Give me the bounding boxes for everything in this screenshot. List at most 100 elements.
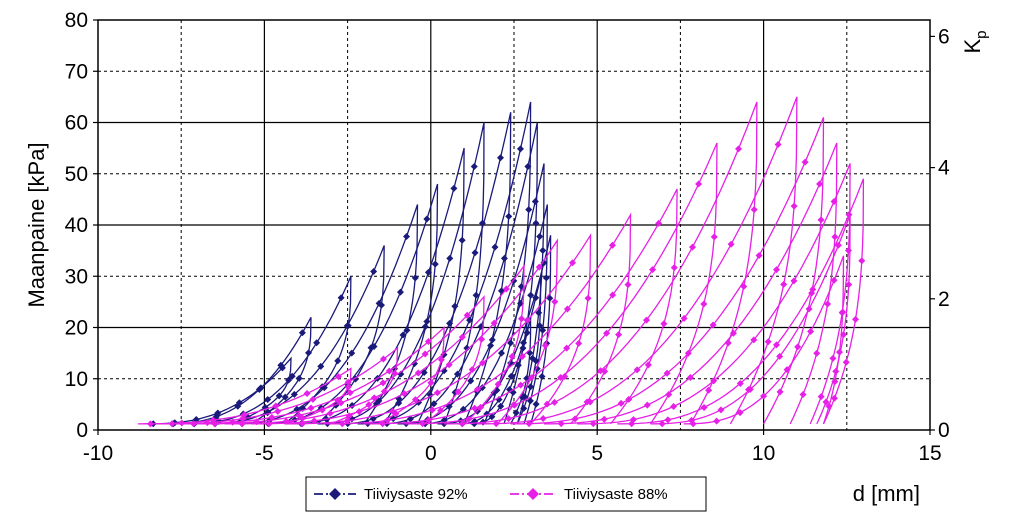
series-point (689, 420, 697, 428)
series-point (508, 352, 516, 360)
series-point (830, 394, 838, 402)
series-point (375, 299, 383, 307)
series-point (689, 243, 697, 251)
series-point (776, 352, 784, 360)
series-point (488, 336, 496, 344)
legend-marker-88 (527, 488, 539, 500)
y2-axis-title-sub: p (973, 30, 990, 38)
x-axis-ticks: -10 -5 0 5 10 15 (83, 430, 942, 465)
series-point (535, 263, 543, 271)
series-point (509, 388, 517, 396)
series-point (264, 396, 272, 404)
x-tick-label: -10 (83, 442, 113, 465)
series-point (541, 342, 549, 350)
series-point (437, 407, 445, 415)
series-point (542, 274, 550, 282)
series-point (780, 280, 788, 288)
series-point (463, 344, 471, 352)
series-loop (543, 142, 838, 425)
series-point (238, 415, 246, 423)
series-point (817, 216, 825, 224)
series-point (288, 372, 296, 380)
y-tick-label: 60 (65, 112, 88, 135)
series-point (695, 180, 703, 188)
series-point (446, 254, 454, 262)
series-point (178, 419, 186, 427)
series-point (305, 349, 313, 357)
x-tick-label: -5 (255, 442, 274, 465)
series-point (571, 415, 579, 423)
series-point (710, 377, 718, 385)
series-point (603, 329, 611, 337)
series-point (526, 397, 534, 405)
series-point (709, 321, 717, 329)
series-point (834, 241, 842, 249)
series-point (601, 367, 609, 375)
series-point (488, 413, 496, 421)
series-point (700, 404, 708, 412)
series-point (497, 349, 505, 357)
series-point (643, 316, 651, 324)
series-point (370, 268, 378, 276)
series-loop (317, 122, 485, 425)
series-92 (144, 101, 554, 428)
series-point (466, 316, 474, 324)
series-point (388, 407, 396, 415)
legend: Tiiviysaste 92% Tiiviysaste 88% (305, 476, 707, 512)
y2-axis-title: Kp (960, 30, 990, 53)
series-point (497, 402, 505, 410)
x-tick-label: 0 (425, 442, 437, 465)
series-point (465, 415, 473, 423)
series-point (655, 219, 663, 227)
y2-tick-label: 6 (938, 25, 950, 48)
series-point (383, 416, 391, 424)
series-point (344, 383, 352, 391)
series-point (427, 379, 435, 387)
series-point (403, 326, 411, 334)
y2-tick-label: 4 (938, 157, 950, 180)
series-point (411, 360, 419, 368)
series-point (255, 385, 263, 393)
series-point (658, 420, 666, 428)
series-point (776, 388, 784, 396)
y-tick-label: 80 (65, 9, 88, 32)
series-point (858, 257, 866, 265)
y2-axis-ticks: 0 2 4 6 (930, 25, 950, 442)
series-layer (137, 96, 866, 428)
series-loop (357, 101, 532, 425)
y-axis-title: Maanpaine [kPa] (24, 142, 49, 307)
series-point (517, 381, 525, 389)
series-point (773, 341, 781, 349)
series-point (428, 406, 436, 414)
series-point (532, 357, 540, 365)
series-point (471, 404, 479, 412)
y-tick-label: 50 (65, 163, 88, 186)
series-point (525, 206, 533, 214)
series-point (298, 420, 306, 428)
series-point (433, 389, 441, 397)
series-point (453, 370, 461, 378)
series-point (348, 349, 356, 357)
series-point (272, 402, 280, 410)
series-point (370, 343, 378, 351)
series-point (831, 378, 839, 386)
series-point (525, 420, 533, 428)
series-point (524, 162, 532, 170)
series-point (822, 398, 830, 406)
series-point (478, 359, 486, 367)
series-loop (290, 147, 465, 425)
series-point (317, 362, 325, 370)
series-point (370, 394, 378, 402)
series-point (710, 233, 718, 241)
series-point (842, 358, 850, 366)
series-point (527, 291, 535, 299)
series-point (355, 408, 363, 416)
series-point (168, 420, 176, 428)
series-point (670, 264, 678, 272)
series-point (307, 404, 315, 412)
series-point (290, 390, 298, 398)
series-point (831, 233, 839, 241)
y-tick-label: 70 (65, 60, 88, 83)
series-point (663, 369, 671, 377)
